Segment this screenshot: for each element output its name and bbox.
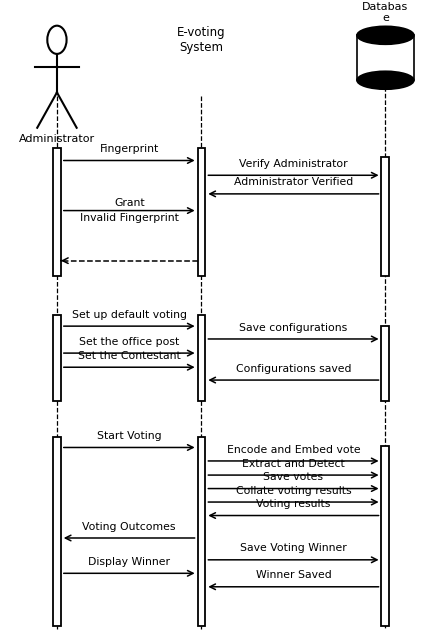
- Text: Set the Contestant: Set the Contestant: [78, 351, 180, 361]
- Text: E-voting
System: E-voting System: [177, 26, 226, 54]
- Text: Save configurations: Save configurations: [239, 322, 348, 333]
- Ellipse shape: [357, 26, 414, 44]
- Text: Databas
e: Databas e: [362, 1, 409, 23]
- Bar: [198, 437, 205, 626]
- Bar: [53, 315, 61, 401]
- Text: Encode and Embed vote: Encode and Embed vote: [226, 444, 360, 455]
- Text: Administrator: Administrator: [19, 134, 95, 144]
- Bar: [381, 326, 389, 401]
- Text: Voting Outcomes: Voting Outcomes: [82, 521, 176, 532]
- Text: Administrator Verified: Administrator Verified: [234, 177, 353, 187]
- Text: Save Voting Winner: Save Voting Winner: [240, 543, 347, 553]
- Text: Voting results: Voting results: [256, 499, 331, 509]
- Text: Configurations saved: Configurations saved: [236, 363, 351, 374]
- Text: Grant: Grant: [114, 198, 145, 208]
- Bar: [381, 446, 389, 626]
- Text: Set up default voting: Set up default voting: [72, 309, 187, 320]
- Ellipse shape: [357, 71, 414, 89]
- Text: Fingerprint: Fingerprint: [99, 144, 159, 154]
- Text: Set the office post: Set the office post: [79, 336, 179, 347]
- Text: Collate voting results: Collate voting results: [236, 485, 351, 496]
- Bar: [357, 35, 414, 80]
- Bar: [53, 148, 61, 276]
- Bar: [198, 148, 205, 276]
- Text: Save votes: Save votes: [264, 472, 323, 482]
- Bar: [198, 315, 205, 401]
- Bar: [53, 437, 61, 626]
- Text: Start Voting: Start Voting: [97, 431, 162, 441]
- Text: Extract and Detect: Extract and Detect: [242, 458, 345, 469]
- Text: Verify Administrator: Verify Administrator: [239, 159, 348, 169]
- Bar: [381, 157, 389, 276]
- Text: Winner Saved: Winner Saved: [256, 570, 331, 580]
- Text: Invalid Fingerprint: Invalid Fingerprint: [80, 213, 179, 223]
- Text: Display Winner: Display Winner: [88, 557, 170, 567]
